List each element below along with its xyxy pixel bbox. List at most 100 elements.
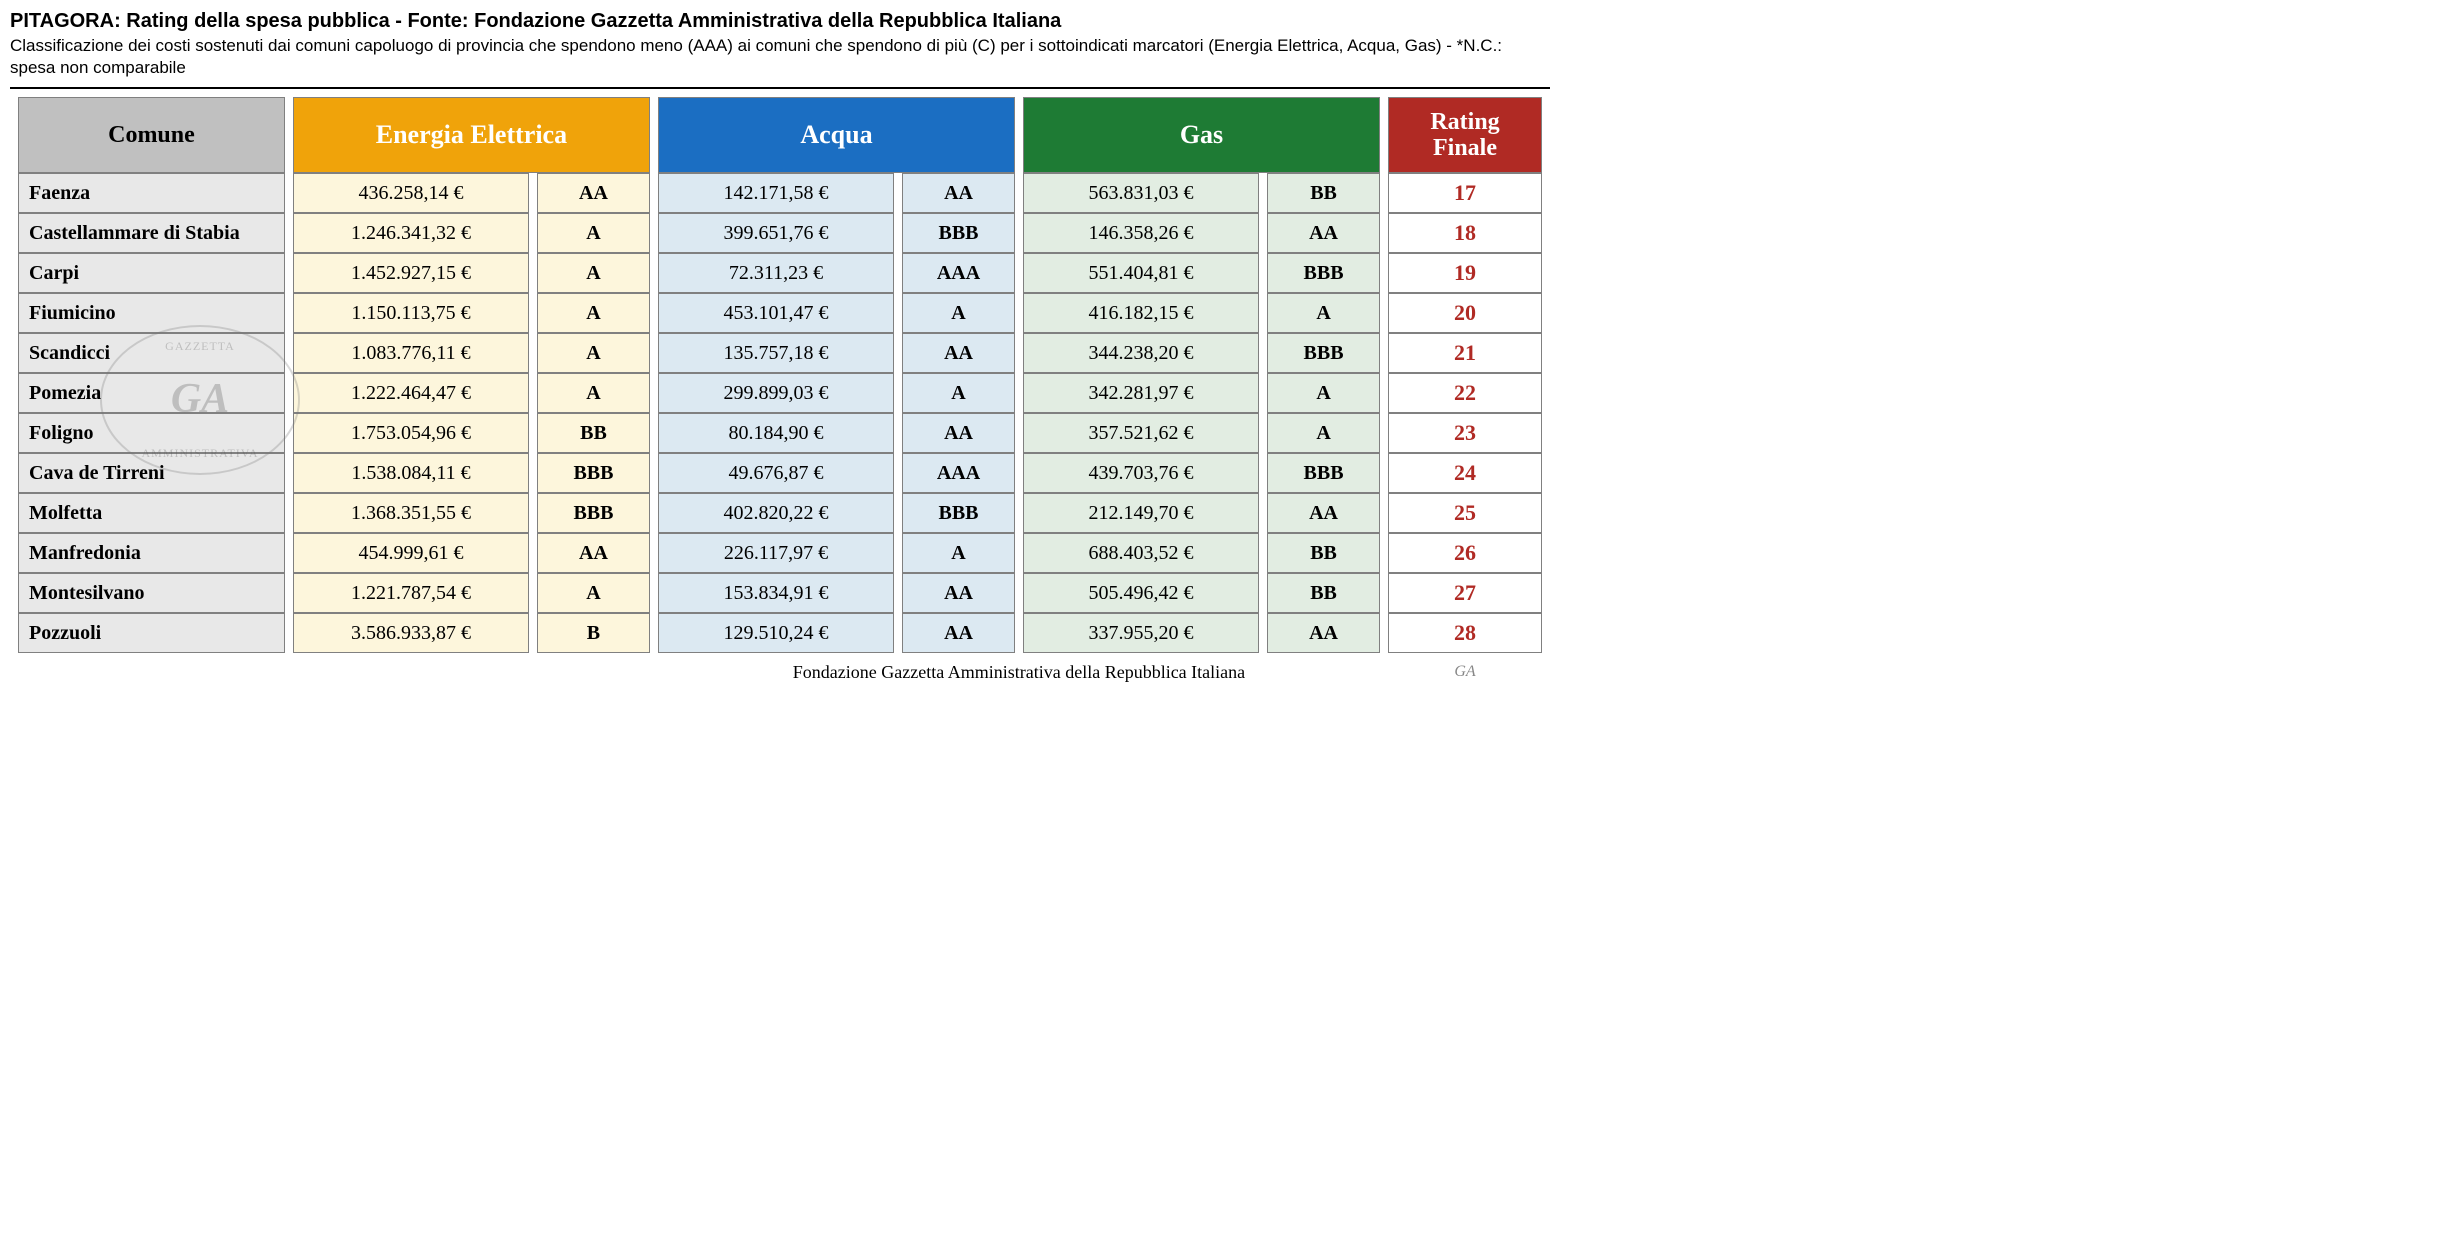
- cell-ee-rating: AA: [537, 173, 650, 213]
- cell-gas-rating: A: [1267, 373, 1380, 413]
- cell-gas-value: 551.404,81 €: [1023, 253, 1259, 293]
- divider: [10, 87, 1550, 89]
- cell-acqua-rating: A: [902, 373, 1015, 413]
- cell-acqua-value: 72.311,23 €: [658, 253, 894, 293]
- cell-ee-value: 1.368.351,55 €: [293, 493, 529, 533]
- cell-comune: Molfetta: [18, 493, 285, 533]
- footer-ga-icon: GA: [1388, 653, 1542, 691]
- cell-rating-final: 26: [1388, 533, 1542, 573]
- cell-gas-rating: BB: [1267, 533, 1380, 573]
- cell-gas-value: 212.149,70 €: [1023, 493, 1259, 533]
- cell-acqua-rating: AA: [902, 333, 1015, 373]
- table-row: Carpi1.452.927,15 €A72.311,23 €AAA551.40…: [18, 253, 1542, 293]
- table-body: Faenza436.258,14 €AA142.171,58 €AA563.83…: [18, 173, 1542, 653]
- cell-comune: Carpi: [18, 253, 285, 293]
- cell-gas-value: 439.703,76 €: [1023, 453, 1259, 493]
- cell-ee-value: 1.222.464,47 €: [293, 373, 529, 413]
- cell-gas-rating: A: [1267, 413, 1380, 453]
- cell-gas-rating: BBB: [1267, 453, 1380, 493]
- cell-acqua-value: 153.834,91 €: [658, 573, 894, 613]
- cell-acqua-rating: BBB: [902, 493, 1015, 533]
- cell-comune: Foligno: [18, 413, 285, 453]
- table-row: Fiumicino1.150.113,75 €A453.101,47 €A416…: [18, 293, 1542, 333]
- page-subtitle: Classificazione dei costi sostenuti dai …: [10, 35, 1550, 79]
- cell-rating-final: 18: [1388, 213, 1542, 253]
- cell-gas-rating: AA: [1267, 613, 1380, 653]
- cell-ee-value: 1.083.776,11 €: [293, 333, 529, 373]
- cell-acqua-rating: BBB: [902, 213, 1015, 253]
- cell-ee-rating: BBB: [537, 493, 650, 533]
- cell-acqua-value: 80.184,90 €: [658, 413, 894, 453]
- cell-acqua-rating: A: [902, 533, 1015, 573]
- cell-acqua-rating: AAA: [902, 453, 1015, 493]
- cell-gas-value: 688.403,52 €: [1023, 533, 1259, 573]
- table-row: Pozzuoli3.586.933,87 €B129.510,24 €AA337…: [18, 613, 1542, 653]
- cell-rating-final: 25: [1388, 493, 1542, 533]
- col-header-acqua: Acqua: [658, 97, 1015, 173]
- ratings-table: Comune Energia Elettrica Acqua Gas Ratin…: [10, 97, 1550, 691]
- cell-ee-value: 1.753.054,96 €: [293, 413, 529, 453]
- table-row: Scandicci1.083.776,11 €A135.757,18 €AA34…: [18, 333, 1542, 373]
- header-row: Comune Energia Elettrica Acqua Gas Ratin…: [18, 97, 1542, 173]
- cell-acqua-value: 129.510,24 €: [658, 613, 894, 653]
- cell-ee-value: 1.538.084,11 €: [293, 453, 529, 493]
- cell-gas-value: 342.281,97 €: [1023, 373, 1259, 413]
- cell-comune: Fiumicino: [18, 293, 285, 333]
- cell-gas-rating: AA: [1267, 213, 1380, 253]
- table-row: Foligno1.753.054,96 €BB80.184,90 €AA357.…: [18, 413, 1542, 453]
- cell-comune: Castellammare di Stabia: [18, 213, 285, 253]
- cell-ee-rating: A: [537, 253, 650, 293]
- col-header-rating: Rating Finale: [1388, 97, 1542, 173]
- cell-comune: Manfredonia: [18, 533, 285, 573]
- cell-rating-final: 23: [1388, 413, 1542, 453]
- cell-acqua-rating: AA: [902, 573, 1015, 613]
- cell-ee-value: 454.999,61 €: [293, 533, 529, 573]
- table-row: Molfetta1.368.351,55 €BBB402.820,22 €BBB…: [18, 493, 1542, 533]
- cell-ee-value: 1.246.341,32 €: [293, 213, 529, 253]
- cell-ee-rating: B: [537, 613, 650, 653]
- cell-acqua-value: 49.676,87 €: [658, 453, 894, 493]
- cell-ee-rating: A: [537, 373, 650, 413]
- cell-acqua-value: 399.651,76 €: [658, 213, 894, 253]
- cell-gas-value: 416.182,15 €: [1023, 293, 1259, 333]
- table-row: Pomezia1.222.464,47 €A299.899,03 €A342.2…: [18, 373, 1542, 413]
- table-row: Montesilvano1.221.787,54 €A153.834,91 €A…: [18, 573, 1542, 613]
- cell-acqua-rating: AA: [902, 613, 1015, 653]
- cell-ee-rating: A: [537, 573, 650, 613]
- cell-gas-rating: BB: [1267, 173, 1380, 213]
- cell-rating-final: 28: [1388, 613, 1542, 653]
- cell-acqua-value: 402.820,22 €: [658, 493, 894, 533]
- cell-comune: Pozzuoli: [18, 613, 285, 653]
- cell-gas-value: 505.496,42 €: [1023, 573, 1259, 613]
- footer-row: Fondazione Gazzetta Amministrativa della…: [18, 653, 1542, 691]
- cell-gas-value: 146.358,26 €: [1023, 213, 1259, 253]
- cell-gas-rating: A: [1267, 293, 1380, 333]
- cell-ee-value: 1.452.927,15 €: [293, 253, 529, 293]
- col-header-comune: Comune: [18, 97, 285, 173]
- table-row: Castellammare di Stabia1.246.341,32 €A39…: [18, 213, 1542, 253]
- footer-text: Fondazione Gazzetta Amministrativa della…: [658, 653, 1380, 691]
- cell-acqua-value: 453.101,47 €: [658, 293, 894, 333]
- table-wrap: GAZZETTA GA AMMINISTRATIVA Comune Energi…: [10, 97, 1550, 691]
- cell-rating-final: 17: [1388, 173, 1542, 213]
- cell-rating-final: 27: [1388, 573, 1542, 613]
- cell-gas-value: 337.955,20 €: [1023, 613, 1259, 653]
- cell-ee-value: 3.586.933,87 €: [293, 613, 529, 653]
- cell-ee-rating: A: [537, 293, 650, 333]
- cell-comune: Scandicci: [18, 333, 285, 373]
- cell-acqua-rating: AAA: [902, 253, 1015, 293]
- cell-rating-final: 21: [1388, 333, 1542, 373]
- cell-comune: Pomezia: [18, 373, 285, 413]
- cell-ee-rating: BBB: [537, 453, 650, 493]
- cell-rating-final: 22: [1388, 373, 1542, 413]
- cell-ee-rating: AA: [537, 533, 650, 573]
- report-container: PITAGORA: Rating della spesa pubblica - …: [10, 10, 1550, 691]
- col-header-gas: Gas: [1023, 97, 1380, 173]
- table-row: Manfredonia454.999,61 €AA226.117,97 €A68…: [18, 533, 1542, 573]
- cell-rating-final: 20: [1388, 293, 1542, 333]
- cell-ee-value: 1.221.787,54 €: [293, 573, 529, 613]
- cell-acqua-value: 142.171,58 €: [658, 173, 894, 213]
- cell-gas-value: 357.521,62 €: [1023, 413, 1259, 453]
- table-row: Faenza436.258,14 €AA142.171,58 €AA563.83…: [18, 173, 1542, 213]
- cell-gas-value: 344.238,20 €: [1023, 333, 1259, 373]
